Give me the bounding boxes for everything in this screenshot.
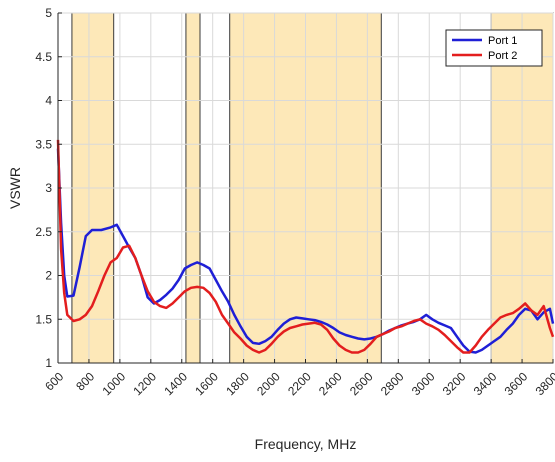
y-tick-labels: 1 1.5 2 2.5 3 3.5 4 4.5 5: [35, 6, 52, 370]
y-tick-label-5: 3.5: [35, 137, 52, 151]
legend-label-2: Port 2: [488, 50, 517, 62]
series-lines: [56, 139, 555, 354]
x-axis-label: Frequency, MHz: [255, 436, 357, 452]
y-axis-label: VSWR: [7, 167, 23, 209]
legend-label-1: Port 1: [488, 35, 517, 47]
legend: Port 1 Port 2: [445, 29, 543, 67]
y-tick-label-1: 1.5: [35, 312, 52, 326]
y-tick-label-8: 5: [45, 6, 52, 20]
series-line-2: [56, 139, 555, 354]
axes: [57, 12, 554, 364]
y-tick-label-4: 3: [45, 181, 52, 195]
y-tick-label-2: 2: [45, 269, 52, 283]
legend-box: [445, 29, 543, 67]
y-tick-label-6: 4: [45, 94, 52, 108]
y-tick-label-7: 4.5: [35, 50, 52, 64]
y-tick-label-3: 2.5: [35, 225, 52, 239]
y-tick-label-0: 1: [45, 356, 52, 370]
